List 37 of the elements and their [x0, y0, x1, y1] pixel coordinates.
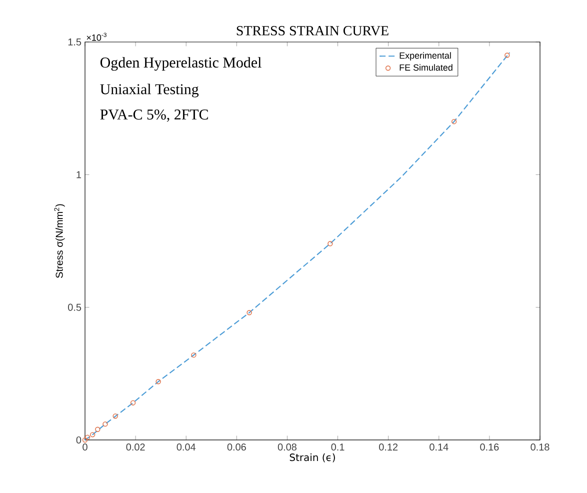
text: ×10$^{-3}$	[86, 32, 106, 41]
point	[156, 379, 161, 384]
x-tick-label: 0.08	[278, 444, 296, 451]
point	[95, 426, 100, 432]
x-tick-label: 0.18	[530, 444, 550, 451]
point	[451, 118, 457, 124]
x-tick-label: 0.02	[126, 444, 145, 451]
point	[504, 52, 510, 58]
point	[84, 434, 90, 440]
y-tick-label: 1	[76, 171, 82, 178]
x-tick-label: 0.16	[480, 444, 499, 451]
legend-label: FE Simulated	[400, 64, 452, 71]
annotation: Uniaxial Testing	[100, 84, 199, 98]
line-series	[84, 52, 510, 441]
x-tick-label: 0.04	[176, 444, 196, 451]
point	[82, 437, 88, 443]
y-tick-label: 0	[76, 436, 82, 444]
annotation: PVA-C 5%, 2FTC	[100, 110, 208, 122]
legend-label: Experimental	[400, 52, 451, 60]
y-axis-title: Stress σ(N/mm$^{2}$)	[54, 204, 65, 278]
x-tick-label: 0.1	[331, 444, 344, 451]
point	[328, 241, 333, 246]
chart-title: STRESS STRAIN CURVE	[236, 26, 388, 36]
y-tick-label: 0.5	[68, 304, 82, 311]
point	[246, 310, 252, 316]
point	[130, 400, 136, 406]
x-tick-label: 0.12	[379, 444, 398, 451]
annotation: Ogden Hyperelastic Model	[100, 57, 262, 71]
point	[90, 432, 96, 438]
x-tick-label: 0.14	[430, 444, 448, 451]
point	[102, 421, 108, 427]
x-axis-title: Strain (ϵ)	[290, 453, 335, 462]
y-tick-label: 1.5	[68, 38, 82, 46]
x-tick-label: 0	[82, 444, 88, 451]
point	[191, 352, 196, 358]
point	[112, 414, 118, 419]
x-tick-label: 0.06	[227, 444, 246, 451]
